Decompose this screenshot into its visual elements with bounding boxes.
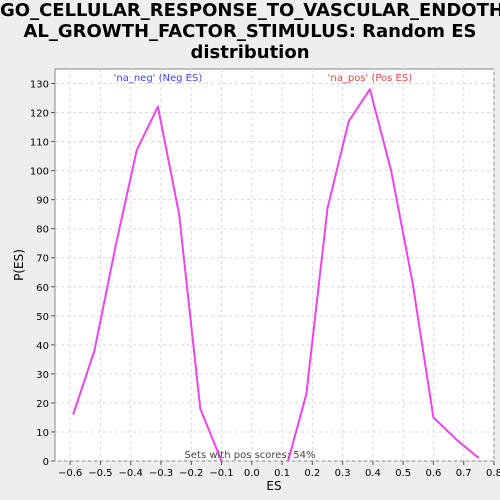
x-tick-label: 0.1 xyxy=(274,468,290,479)
x-tick-label: 0.2 xyxy=(304,468,320,479)
y-tick-label: 30 xyxy=(36,370,49,381)
chart-title: GO_CELLULAR_RESPONSE_TO_VASCULAR_ENDOTHE… xyxy=(0,0,500,63)
y-tick-label: 50 xyxy=(36,312,49,323)
y-tick-label: 70 xyxy=(36,254,49,265)
x-tick-label: −0.2 xyxy=(179,468,203,479)
y-axis-title: P(ES) xyxy=(12,249,26,281)
y-tick-label: 120 xyxy=(30,109,49,120)
y-tick-label: 10 xyxy=(36,428,49,439)
y-tick-label: 80 xyxy=(36,225,49,236)
series-line-pos xyxy=(287,88,480,462)
pos-scores-annotation: Sets with pos scores: 54% xyxy=(185,450,316,461)
chart-title-line-2: AL_GROWTH_FACTOR_STIMULUS: Random ES xyxy=(23,21,477,42)
x-tick-label: 0.5 xyxy=(395,468,411,479)
y-tick-label: 20 xyxy=(36,399,49,410)
series-line-neg xyxy=(72,105,223,462)
series-labels: 'na_neg' (Neg ES) 'na_pos' (Pos ES) xyxy=(114,73,413,84)
series-label-neg: 'na_neg' (Neg ES) xyxy=(114,73,203,84)
x-tick-label: 0.7 xyxy=(456,468,472,479)
y-tick-label: 0 xyxy=(43,457,49,468)
grid xyxy=(55,69,495,462)
y-tick-label: 110 xyxy=(30,138,49,149)
x-tick-label: 0.4 xyxy=(365,468,381,479)
y-tick-label: 100 xyxy=(30,167,49,178)
x-tick-label: 0.8 xyxy=(486,468,500,479)
x-tick-label: −0.3 xyxy=(149,468,173,479)
x-axis-title: ES xyxy=(266,479,281,493)
x-tick-label: 0.0 xyxy=(244,468,260,479)
y-tick-label: 130 xyxy=(30,80,49,91)
plot-area xyxy=(54,68,495,462)
x-tick-label: 0.3 xyxy=(335,468,351,479)
y-tick-label: 40 xyxy=(36,341,49,352)
x-tick-label: −0.6 xyxy=(58,468,82,479)
y-tick-label: 60 xyxy=(36,283,49,294)
x-tick-label: −0.1 xyxy=(209,468,233,479)
y-tick-label: 90 xyxy=(36,196,49,207)
x-tick-label: −0.4 xyxy=(119,468,143,479)
chart-title-line-3: distribution xyxy=(190,42,310,63)
chart-title-line-1: GO_CELLULAR_RESPONSE_TO_VASCULAR_ENDOTHE… xyxy=(0,0,500,21)
x-tick-label: −0.5 xyxy=(88,468,112,479)
series-label-pos: 'na_pos' (Pos ES) xyxy=(328,73,413,84)
series-lines xyxy=(72,88,480,462)
x-tick-label: 0.6 xyxy=(425,468,441,479)
